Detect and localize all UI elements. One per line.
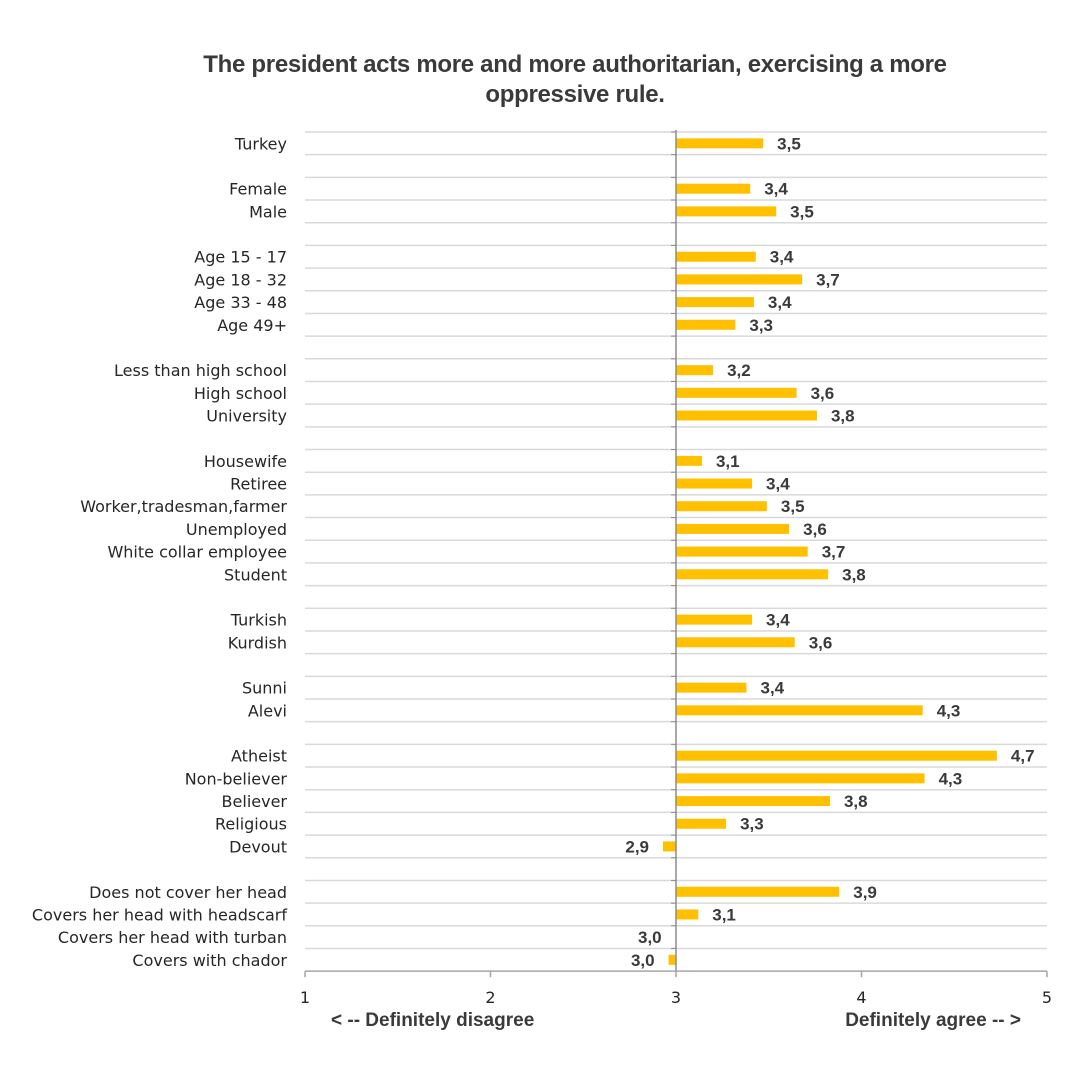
x-tick-label: 4 (856, 988, 866, 1007)
x-tick-label: 2 (485, 988, 495, 1007)
category-label: Turkey (234, 134, 287, 153)
value-label: 3,9 (853, 883, 877, 902)
bar (676, 705, 923, 716)
category-label: Kurdish (228, 633, 287, 652)
category-label: Student (224, 565, 287, 584)
value-label: 4,3 (937, 701, 961, 720)
category-label: Covers her head with turban (58, 928, 287, 947)
bar (676, 297, 754, 308)
bar (676, 682, 747, 693)
bar (676, 796, 830, 807)
x-label-agree: Definitely agree -- > (845, 1010, 1021, 1031)
bar (676, 750, 997, 761)
bar (676, 387, 797, 398)
value-label: 4,7 (1011, 747, 1035, 766)
category-label: White collar employee (107, 543, 287, 562)
bar (676, 818, 727, 829)
value-label: 3,2 (727, 361, 751, 380)
category-label: Devout (229, 837, 287, 856)
bar (676, 138, 764, 149)
value-label: 3,4 (764, 180, 788, 199)
category-label: Worker,tradesman,farmer (80, 497, 287, 516)
value-label: 3,5 (790, 202, 814, 221)
category-label: Female (229, 180, 287, 199)
category-label: Does not cover her head (89, 883, 287, 902)
category-label: Age 15 - 17 (194, 248, 287, 267)
value-label: 3,1 (716, 452, 740, 471)
category-label: University (206, 407, 287, 426)
value-label: 3,5 (781, 497, 805, 516)
category-label: Unemployed (186, 520, 287, 539)
x-tick-label: 3 (671, 988, 681, 1007)
x-label-disagree: < -- Definitely disagree (331, 1010, 534, 1031)
value-label: 3,4 (766, 611, 790, 630)
value-label: 4,3 (939, 769, 963, 788)
value-label: 3,8 (842, 565, 866, 584)
bar (676, 274, 803, 285)
category-label: Male (249, 202, 287, 221)
value-label: 3,7 (816, 270, 840, 289)
value-label: 3,7 (822, 543, 846, 562)
bar (676, 546, 808, 557)
bar (676, 251, 756, 262)
category-label: Atheist (231, 747, 287, 766)
category-label: Housewife (204, 452, 287, 471)
category-label: Religious (215, 815, 287, 834)
category-label: Alevi (248, 701, 287, 720)
x-tick-label: 1 (300, 988, 310, 1007)
bar (676, 637, 795, 648)
value-label: 2,9 (625, 837, 649, 856)
category-label: Turkish (230, 611, 287, 630)
bar (676, 183, 751, 194)
value-label: 3,6 (811, 384, 835, 403)
category-label: Less than high school (114, 361, 287, 380)
bar (676, 501, 767, 512)
category-label: Covers her head with headscarf (32, 905, 287, 924)
category-label: Sunni (242, 679, 287, 698)
category-label: Age 33 - 48 (194, 293, 287, 312)
value-label: 3,4 (766, 475, 790, 494)
bar (676, 523, 790, 534)
bar (676, 773, 925, 784)
value-label: 3,1 (712, 905, 736, 924)
category-label: Believer (222, 792, 288, 811)
value-label: 3,0 (631, 951, 655, 970)
value-label: 3,0 (638, 928, 662, 947)
value-label: 3,3 (749, 316, 773, 335)
value-label: 3,4 (768, 293, 792, 312)
value-label: 3,4 (760, 679, 784, 698)
bar (676, 886, 840, 897)
bar (663, 841, 676, 852)
bar (676, 365, 714, 376)
value-label: 3,3 (740, 815, 764, 834)
bar (676, 569, 829, 580)
value-label: 3,8 (831, 407, 855, 426)
bar (668, 954, 676, 965)
category-label: Retiree (230, 475, 287, 494)
bar (676, 206, 777, 217)
category-label: Age 49+ (217, 316, 287, 335)
bar (676, 319, 736, 330)
category-label: High school (194, 384, 287, 403)
value-label: 3,5 (777, 134, 801, 153)
category-label: Age 18 - 32 (194, 270, 287, 289)
bar (676, 455, 702, 466)
value-label: 3,4 (770, 248, 794, 267)
category-label: Non-believer (185, 769, 288, 788)
x-tick-label: 5 (1042, 988, 1052, 1007)
bar (676, 478, 753, 489)
value-label: 3,8 (844, 792, 868, 811)
value-label: 3,6 (809, 633, 833, 652)
value-label: 3,6 (803, 520, 827, 539)
category-label: Covers with chador (132, 951, 287, 970)
bar (676, 614, 753, 625)
bar (676, 909, 699, 920)
bar (676, 410, 817, 421)
chart-title: The president acts more and more authori… (203, 51, 947, 108)
